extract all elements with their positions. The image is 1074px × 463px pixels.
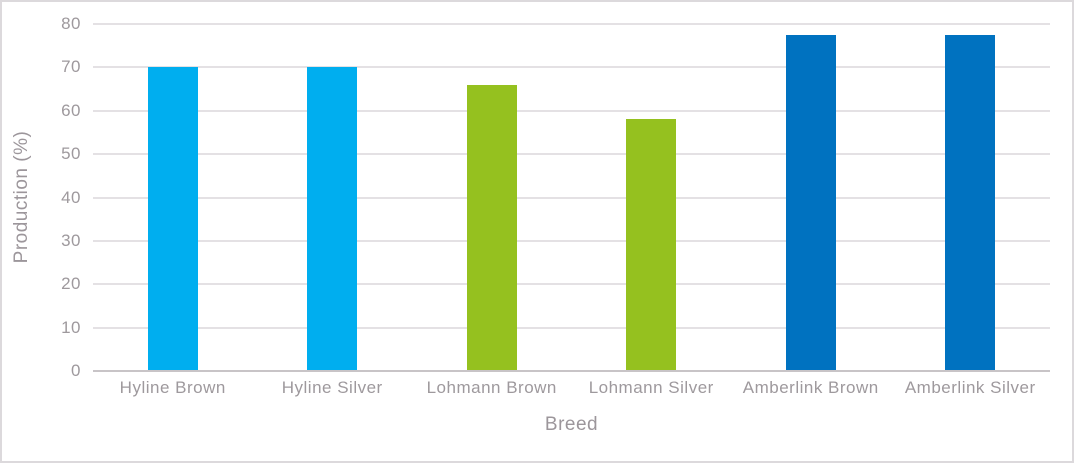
bar-hyline-silver — [307, 67, 358, 371]
bar-slot — [93, 24, 253, 371]
gridline — [93, 196, 1050, 199]
y-tick-label: 0 — [71, 361, 81, 380]
bar-slot — [412, 24, 572, 371]
x-tick-labels: Hyline Brown Hyline Silver Lohmann Brown Lo… — [93, 378, 1050, 398]
x-tick-label: Hyline Brown — [119, 378, 226, 397]
gridline — [93, 66, 1050, 69]
y-tick-label: 10 — [61, 317, 81, 337]
y-tick-label: 20 — [61, 274, 81, 294]
y-tick-label: 40 — [61, 187, 81, 207]
y-tick-label: 80 — [61, 14, 81, 33]
y-tick-label: 70 — [61, 57, 81, 77]
gridline — [93, 283, 1050, 286]
x-axis-title: Breed — [544, 414, 599, 435]
y-tick-label: 50 — [61, 144, 81, 164]
y-tick-label: 30 — [61, 230, 81, 250]
gridline — [93, 239, 1050, 242]
bar-slot — [572, 24, 732, 371]
bars-row — [93, 24, 1050, 371]
bar-amberlink-silver — [945, 34, 996, 371]
gridline — [93, 23, 1050, 25]
x-tick-label: Amberlink Brown — [742, 378, 879, 397]
bar-slot — [891, 24, 1051, 371]
x-axis-line — [93, 370, 1050, 372]
x-tick-label: Lohmann Silver — [588, 378, 714, 397]
gridline — [93, 153, 1050, 156]
y-tick-label: 60 — [61, 100, 81, 120]
bar-amberlink-brown — [785, 34, 836, 371]
x-tick-label: Amberlink Silver — [904, 378, 1036, 397]
bar-lohmann-brown — [466, 84, 517, 371]
bar-slot — [253, 24, 413, 371]
bar-slot — [731, 24, 891, 371]
bar-hyline-brown — [147, 67, 198, 371]
gridline — [93, 326, 1050, 329]
x-tick-label: Hyline Silver — [281, 378, 383, 397]
x-tick-label: Lohmann Brown — [426, 378, 557, 397]
bar-lohmann-silver — [626, 119, 677, 371]
plot-area — [93, 23, 1050, 372]
gridline — [93, 109, 1050, 112]
